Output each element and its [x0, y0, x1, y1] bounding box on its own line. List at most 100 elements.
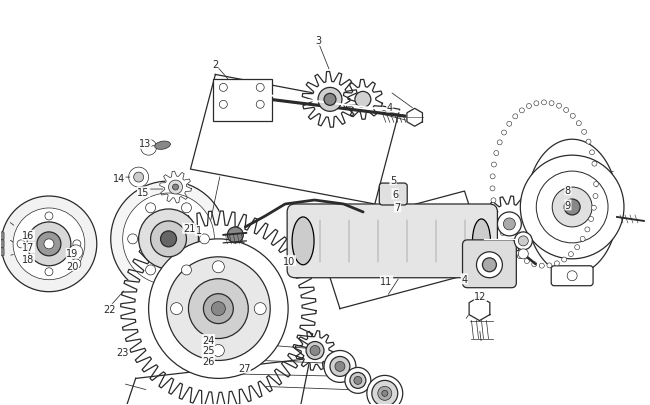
Circle shape: [519, 109, 525, 113]
Circle shape: [517, 254, 523, 259]
Circle shape: [569, 252, 573, 257]
Circle shape: [582, 130, 586, 135]
Circle shape: [577, 122, 581, 126]
Circle shape: [37, 232, 61, 256]
Circle shape: [324, 94, 336, 106]
Circle shape: [497, 213, 521, 236]
Circle shape: [556, 104, 562, 109]
Polygon shape: [343, 80, 382, 120]
Circle shape: [73, 240, 81, 248]
Circle shape: [525, 259, 529, 264]
Circle shape: [382, 390, 388, 396]
Circle shape: [570, 114, 575, 119]
Polygon shape: [315, 192, 489, 309]
Circle shape: [580, 237, 585, 242]
Circle shape: [589, 217, 593, 222]
Polygon shape: [526, 140, 618, 275]
Circle shape: [149, 239, 288, 378]
Text: 15: 15: [137, 188, 150, 197]
FancyBboxPatch shape: [0, 240, 4, 248]
Circle shape: [505, 240, 510, 245]
Circle shape: [593, 182, 599, 187]
Circle shape: [513, 115, 518, 119]
Circle shape: [491, 198, 496, 203]
Text: 2: 2: [212, 60, 218, 70]
Circle shape: [586, 140, 591, 145]
Circle shape: [490, 175, 495, 179]
Circle shape: [200, 234, 209, 244]
Circle shape: [111, 181, 226, 297]
Circle shape: [256, 84, 264, 92]
Circle shape: [541, 100, 547, 106]
Circle shape: [310, 345, 320, 356]
Circle shape: [491, 163, 497, 168]
Circle shape: [45, 213, 53, 220]
Text: 7: 7: [395, 202, 400, 212]
Circle shape: [502, 131, 506, 136]
Circle shape: [549, 101, 554, 107]
Circle shape: [552, 188, 592, 227]
Circle shape: [590, 150, 595, 156]
Circle shape: [146, 203, 155, 213]
FancyBboxPatch shape: [0, 232, 4, 240]
Text: 12: 12: [474, 291, 487, 301]
Circle shape: [554, 261, 560, 266]
Circle shape: [45, 268, 53, 276]
Polygon shape: [121, 211, 316, 405]
Text: 26: 26: [202, 356, 215, 366]
Text: 10: 10: [283, 256, 296, 266]
Circle shape: [213, 345, 224, 356]
Circle shape: [378, 386, 392, 400]
Circle shape: [123, 194, 214, 285]
Circle shape: [497, 141, 502, 145]
FancyBboxPatch shape: [551, 266, 593, 286]
Circle shape: [562, 258, 567, 262]
Circle shape: [503, 218, 515, 230]
Text: 14: 14: [113, 173, 125, 183]
Ellipse shape: [292, 217, 314, 265]
Circle shape: [211, 302, 226, 316]
Circle shape: [564, 200, 580, 215]
Circle shape: [514, 232, 532, 250]
Circle shape: [138, 209, 198, 269]
Circle shape: [188, 279, 248, 339]
Text: 19: 19: [66, 249, 79, 259]
Text: 23: 23: [117, 347, 129, 357]
Polygon shape: [482, 196, 538, 252]
Ellipse shape: [473, 220, 491, 263]
Polygon shape: [125, 358, 310, 405]
Circle shape: [482, 258, 497, 272]
Text: 3: 3: [315, 36, 322, 46]
Circle shape: [493, 210, 498, 215]
Circle shape: [564, 108, 569, 113]
Circle shape: [318, 88, 342, 112]
Circle shape: [71, 259, 81, 269]
Circle shape: [476, 252, 502, 278]
Circle shape: [181, 265, 192, 275]
Circle shape: [511, 248, 516, 253]
Circle shape: [592, 162, 597, 167]
Polygon shape: [407, 109, 422, 127]
Text: 5: 5: [390, 175, 396, 185]
Circle shape: [256, 101, 264, 109]
Circle shape: [146, 265, 155, 275]
Circle shape: [526, 104, 532, 109]
Circle shape: [372, 380, 398, 405]
Circle shape: [254, 303, 266, 315]
Text: 1: 1: [196, 226, 202, 236]
Circle shape: [168, 181, 183, 194]
Circle shape: [213, 261, 224, 273]
Circle shape: [170, 303, 183, 315]
Circle shape: [219, 101, 227, 109]
FancyBboxPatch shape: [463, 240, 516, 288]
Circle shape: [161, 231, 177, 247]
Circle shape: [127, 234, 138, 244]
Text: 9: 9: [565, 200, 571, 210]
Text: 11: 11: [380, 276, 393, 286]
Circle shape: [534, 102, 539, 107]
FancyBboxPatch shape: [213, 80, 272, 122]
Ellipse shape: [155, 142, 170, 150]
Text: 4: 4: [462, 274, 467, 284]
Circle shape: [593, 194, 598, 199]
Circle shape: [518, 249, 528, 259]
